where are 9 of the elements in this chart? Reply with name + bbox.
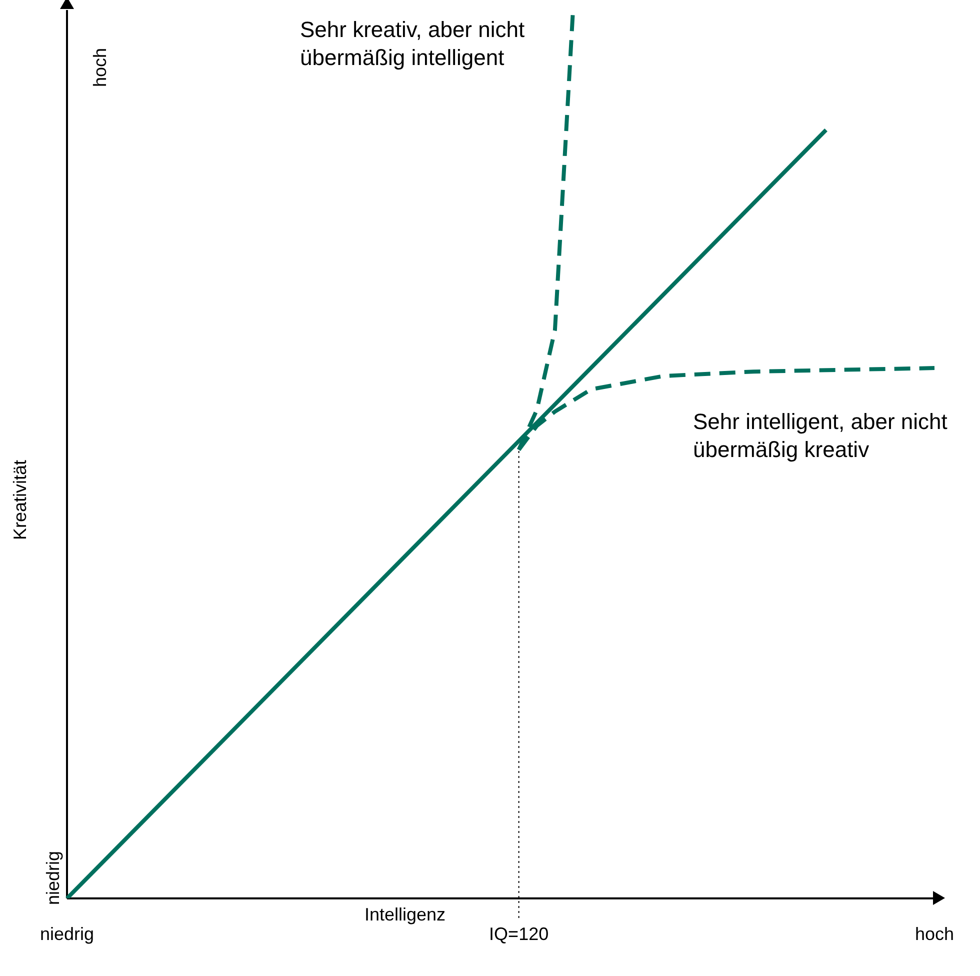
annotation: Sehr kreativ, aber nicht übermäßig intelligent bbox=[300, 17, 525, 70]
y-axis-title: Kreativität bbox=[10, 460, 30, 540]
x-tick-label: hoch bbox=[914, 924, 954, 944]
x-axis-title: Intelligenz bbox=[364, 904, 446, 924]
annotation: hoch bbox=[90, 48, 110, 88]
x-tick-label: niedrig bbox=[40, 924, 94, 944]
text: niedrig bbox=[42, 850, 63, 906]
x-tick-label: IQ=120 bbox=[489, 924, 549, 944]
annotation: Sehr intelligent, aber nicht übermäßig kreativ bbox=[693, 409, 948, 462]
